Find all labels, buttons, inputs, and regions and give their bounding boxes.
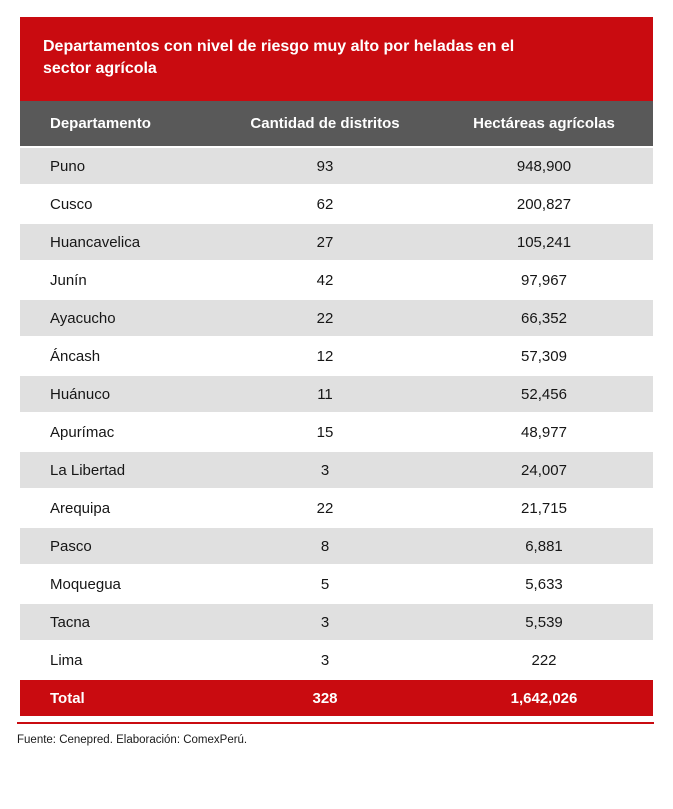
total-hectares: 1,642,026	[435, 678, 653, 716]
table-header: Departamento Cantidad de distritos Hectá…	[20, 101, 653, 146]
hectares-cell: 66,352	[435, 298, 653, 336]
department-cell: Arequipa	[20, 488, 215, 526]
hectares-cell: 48,977	[435, 412, 653, 450]
department-cell: Apurímac	[20, 412, 215, 450]
department-cell: Junín	[20, 260, 215, 298]
hectares-cell: 948,900	[435, 146, 653, 184]
table-row: Huánuco 11 52,456	[20, 374, 653, 412]
table-row: Áncash 12 57,309	[20, 336, 653, 374]
districts-cell: 11	[215, 374, 435, 412]
hectares-cell: 57,309	[435, 336, 653, 374]
districts-cell: 93	[215, 146, 435, 184]
table-row: Ayacucho 22 66,352	[20, 298, 653, 336]
table-row: Pasco 8 6,881	[20, 526, 653, 564]
footer-divider	[17, 722, 654, 724]
table-row: La Libertad 3 24,007	[20, 450, 653, 488]
department-cell: Huánuco	[20, 374, 215, 412]
districts-cell: 3	[215, 602, 435, 640]
hectares-cell: 105,241	[435, 222, 653, 260]
districts-cell: 15	[215, 412, 435, 450]
hectares-cell: 222	[435, 640, 653, 678]
total-row: Total 328 1,642,026	[20, 678, 653, 716]
total-districts: 328	[215, 678, 435, 716]
report-title-block: Departamentos con nivel de riesgo muy al…	[20, 17, 653, 101]
total-label: Total	[20, 678, 215, 716]
districts-cell: 5	[215, 564, 435, 602]
department-cell: Áncash	[20, 336, 215, 374]
hectares-cell: 24,007	[435, 450, 653, 488]
districts-cell: 62	[215, 184, 435, 222]
districts-cell: 12	[215, 336, 435, 374]
department-cell: Pasco	[20, 526, 215, 564]
department-cell: Tacna	[20, 602, 215, 640]
report-title-line2: sector agrícola	[43, 60, 157, 77]
column-header-departamento: Departamento	[20, 101, 215, 146]
source-note: Fuente: Cenepred. Elaboración: ComexPerú…	[17, 734, 248, 746]
table-row: Lima 3 222	[20, 640, 653, 678]
department-cell: La Libertad	[20, 450, 215, 488]
districts-cell: 8	[215, 526, 435, 564]
report-title-line1: Departamentos con nivel de riesgo muy al…	[43, 38, 515, 55]
table-row: Cusco 62 200,827	[20, 184, 653, 222]
hectares-cell: 6,881	[435, 526, 653, 564]
hectares-cell: 5,633	[435, 564, 653, 602]
table-row: Apurímac 15 48,977	[20, 412, 653, 450]
department-cell: Lima	[20, 640, 215, 678]
department-cell: Moquegua	[20, 564, 215, 602]
column-header-hectareas-agricolas: Hectáreas agrícolas	[435, 101, 653, 146]
hectares-cell: 52,456	[435, 374, 653, 412]
hectares-cell: 97,967	[435, 260, 653, 298]
table-row: Tacna 3 5,539	[20, 602, 653, 640]
hectares-cell: 5,539	[435, 602, 653, 640]
table-row: Arequipa 22 21,715	[20, 488, 653, 526]
districts-cell: 42	[215, 260, 435, 298]
department-cell: Cusco	[20, 184, 215, 222]
districts-cell: 3	[215, 640, 435, 678]
hectares-cell: 200,827	[435, 184, 653, 222]
column-header-cantidad-distritos: Cantidad de distritos	[215, 101, 435, 146]
department-cell: Puno	[20, 146, 215, 184]
table-header-row: Departamento Cantidad de distritos Hectá…	[20, 101, 653, 146]
districts-cell: 22	[215, 298, 435, 336]
hectares-cell: 21,715	[435, 488, 653, 526]
districts-cell: 3	[215, 450, 435, 488]
department-cell: Huancavelica	[20, 222, 215, 260]
risk-table: Departamento Cantidad de distritos Hectá…	[20, 101, 653, 716]
department-cell: Ayacucho	[20, 298, 215, 336]
table-row: Puno 93 948,900	[20, 146, 653, 184]
table-row: Junín 42 97,967	[20, 260, 653, 298]
table-row: Huancavelica 27 105,241	[20, 222, 653, 260]
table-row: Moquegua 5 5,633	[20, 564, 653, 602]
districts-cell: 22	[215, 488, 435, 526]
districts-cell: 27	[215, 222, 435, 260]
